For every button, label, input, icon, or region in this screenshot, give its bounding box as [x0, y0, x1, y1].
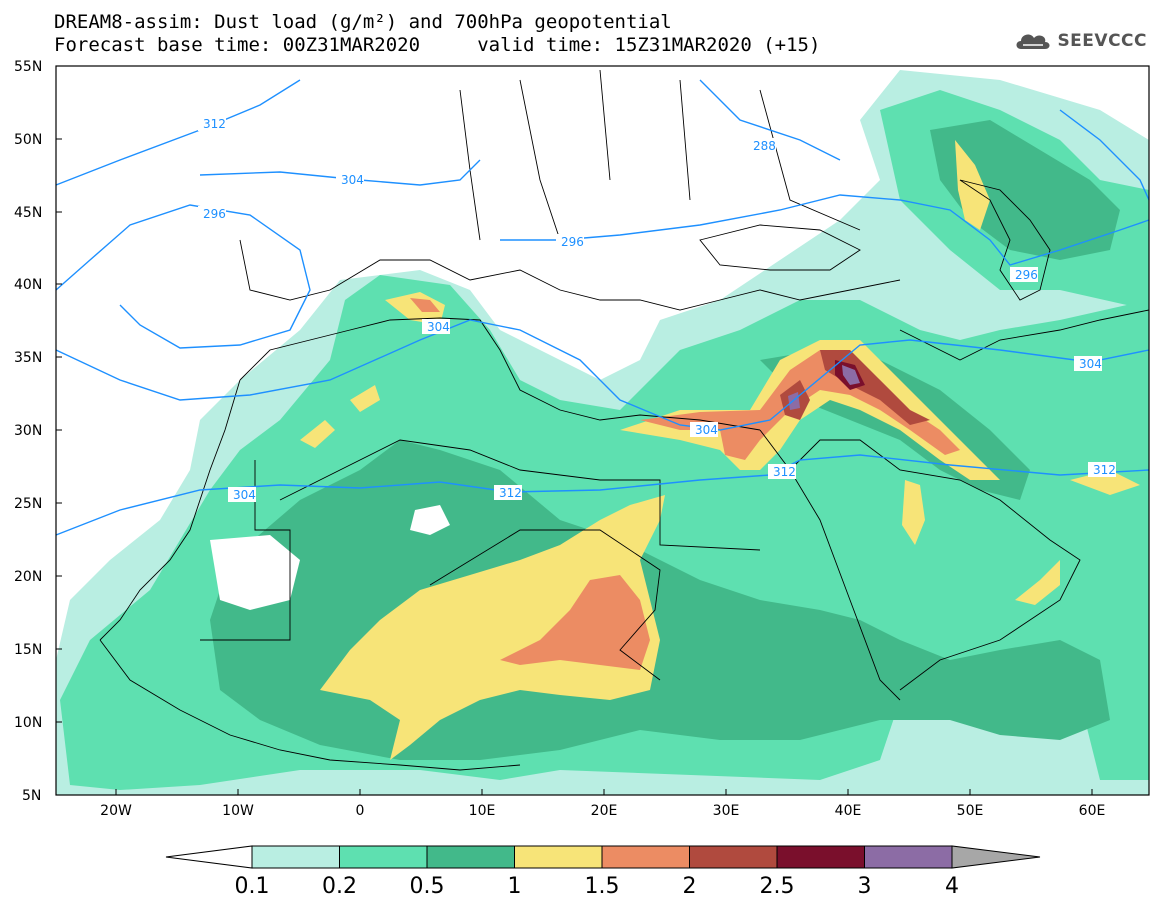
title-line-2: Forecast base time: 00Z31MAR2020 valid t… — [54, 34, 821, 56]
dust-hole-libya — [410, 505, 450, 535]
dust-area-1-me — [620, 340, 1000, 480]
dust-area-1-mor — [300, 420, 335, 448]
coastline-gulf-guinea — [99, 639, 521, 771]
title-line-1: DREAM8-assim: Dust load (g/m²) and 700hP… — [54, 11, 672, 33]
geopotential-contours — [55, 79, 1150, 536]
contour-label: 312 — [203, 117, 226, 131]
colorbar-label: 3 — [858, 874, 872, 899]
contour-label: 312 — [773, 465, 796, 479]
coastline-red-sea — [759, 429, 901, 701]
contour-labels: 312 304 296 288 296 304 296 304 304 312 … — [198, 116, 1116, 502]
dust-area-1-iran — [1070, 470, 1140, 495]
lon-tick-label: 40E — [835, 803, 862, 819]
colorbar-segment — [864, 845, 953, 869]
lat-tick-label: 50N — [14, 132, 42, 148]
dust-area-1-sahel — [320, 495, 665, 760]
lat-tick-label: 35N — [14, 350, 42, 366]
colorbar-label: 4 — [945, 874, 959, 899]
contour-288 — [699, 79, 841, 161]
dust-area-1.5-alg — [410, 298, 440, 312]
lon-tick-label: 0 — [356, 803, 365, 819]
dust-area-1-oman — [1015, 560, 1060, 605]
contour-label: 296 — [561, 235, 584, 249]
colorbar-label: 1.5 — [585, 874, 620, 899]
lat-tick-label: 15N — [14, 642, 42, 658]
lon-tick-label: 10W — [222, 803, 254, 819]
colorbar-segment — [339, 845, 428, 869]
coastline-north-africa — [239, 317, 761, 431]
seevccc-logo: SEEVCCC — [1013, 28, 1147, 54]
colorbar-segment — [776, 845, 865, 869]
colorbar-label: 0.1 — [235, 874, 270, 899]
border-inner-2 — [429, 529, 661, 681]
lon-axis: 20W 10W 0 10E 20E 30E 40E 50E 60E — [100, 789, 1105, 819]
contour-label: 312 — [499, 486, 522, 500]
lat-axis: 55N 50N 45N 40N 35N 30N 25N 20N 15N 10N … — [14, 59, 62, 804]
colorbar-label: 1 — [508, 874, 522, 899]
contour-label: 304 — [1079, 357, 1102, 371]
dust-area-4 — [842, 365, 860, 385]
dust-area-1-saudi — [902, 480, 925, 545]
lat-tick-label: 5N — [22, 788, 41, 804]
dust-area-1-mor2 — [350, 385, 380, 412]
lat-tick-label: 55N — [14, 59, 42, 75]
lon-tick-label: 50E — [957, 803, 984, 819]
lon-tick-label: 10E — [469, 803, 496, 819]
contour-ne — [1059, 109, 1150, 201]
cloud-icon — [1016, 34, 1050, 49]
border-inner-3 — [200, 460, 291, 641]
lat-tick-label: 45N — [14, 205, 42, 221]
border-inner-1 — [279, 439, 761, 551]
contour-label: 312 — [1093, 463, 1116, 477]
contour-label: 304 — [233, 488, 256, 502]
colorbar-label: 0.2 — [322, 874, 357, 899]
contour-304-e — [55, 319, 1150, 431]
colorbar-label: 0.5 — [410, 874, 445, 899]
dust-area-4-b — [788, 392, 800, 410]
colorbar-segment — [426, 845, 515, 869]
lat-tick-label: 25N — [14, 496, 42, 512]
contour-312-s — [55, 454, 1150, 536]
lon-tick-label: 30E — [713, 803, 740, 819]
contour-label: 304 — [427, 320, 450, 334]
coastline-europe — [239, 239, 901, 311]
border-inner-4 — [899, 309, 1150, 361]
colorbar-label: 2 — [683, 874, 697, 899]
colorbar-over-triangle — [951, 845, 1041, 869]
contour-label: 304 — [695, 423, 718, 437]
colorbar-segment — [251, 845, 340, 869]
lon-tick-label: 60E — [1079, 803, 1106, 819]
colorbar-segment — [601, 845, 690, 869]
contour-label: 296 — [1015, 268, 1038, 282]
colorbar-label: 2.5 — [760, 874, 795, 899]
dust-area-1.5-chad — [500, 575, 650, 670]
lat-tick-label: 30N — [14, 423, 42, 439]
contour-304-nw — [199, 159, 481, 186]
country-borders — [99, 69, 1150, 771]
colorbar-under-triangle — [165, 845, 253, 869]
dust-hole-mauri — [210, 535, 300, 610]
contour-label: 304 — [341, 173, 364, 187]
dust-area-1-casp — [955, 140, 990, 230]
colorbar: 0.1 0.2 0.5 1 1.5 2 2.5 3 4 — [165, 845, 1041, 899]
coastline-arabia — [789, 439, 1081, 691]
colorbar-segment — [689, 845, 778, 869]
caspian-sea — [959, 179, 1051, 301]
lat-tick-label: 10N — [14, 715, 42, 731]
contour-label: 288 — [753, 139, 776, 153]
contour-296-e — [500, 194, 1150, 266]
coastline-west-africa — [99, 379, 241, 641]
colorbar-segment — [514, 845, 603, 869]
lon-tick-label: 20W — [100, 803, 132, 819]
logo-text: SEEVCCC — [1057, 31, 1147, 51]
lat-tick-label: 20N — [14, 569, 42, 585]
contour-label: 296 — [203, 207, 226, 221]
contour-296-low — [55, 204, 311, 349]
lat-tick-label: 40N — [14, 277, 42, 293]
lon-tick-label: 20E — [591, 803, 618, 819]
black-sea — [699, 224, 861, 271]
